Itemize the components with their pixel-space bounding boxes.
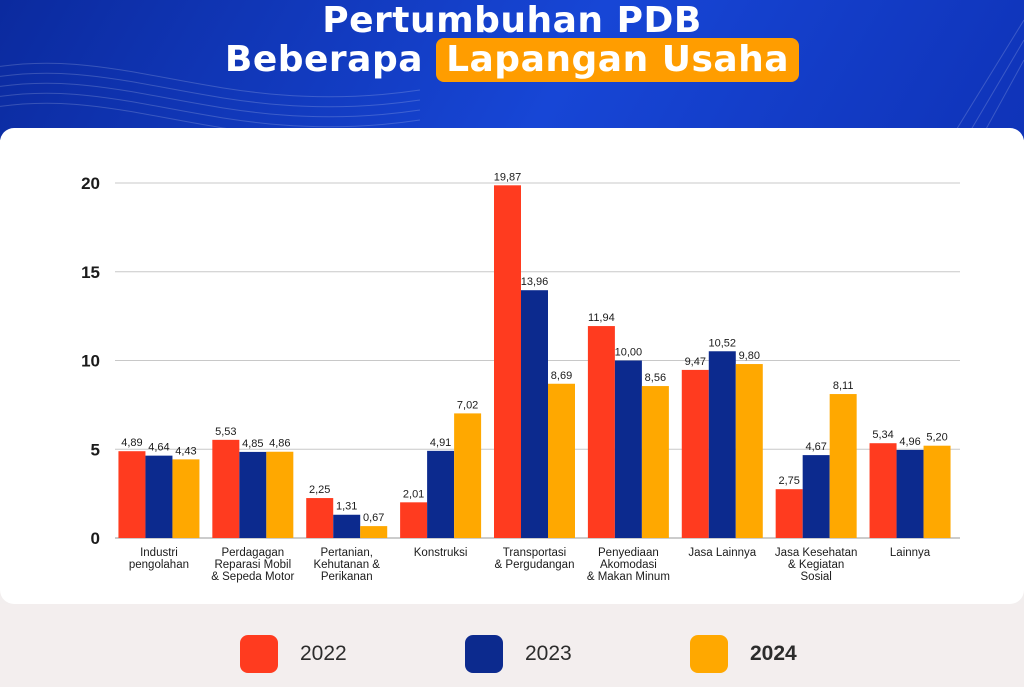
x-tick-label: Transportasi & Pergudangan — [495, 547, 575, 571]
bar-2024 — [641, 386, 669, 538]
data-label-2022: 5,34 — [872, 429, 893, 441]
header-banner: Pertumbuhan PDB Beberapa Lapangan Usaha — [0, 0, 1024, 140]
data-label-2022: 19,87 — [494, 171, 522, 183]
legend-swatch-2023 — [465, 635, 503, 673]
bar-2022 — [869, 443, 897, 538]
data-label-2024: 8,69 — [551, 370, 572, 382]
legend-label-2022: 2022 — [300, 642, 347, 665]
data-label-2022: 4,89 — [121, 437, 142, 449]
bar-2022 — [118, 451, 146, 538]
data-label-2022: 11,94 — [588, 312, 615, 324]
bar-2022 — [587, 326, 615, 538]
y-tick-label: 5 — [91, 440, 100, 459]
bar-2022 — [681, 369, 709, 538]
bar-2023 — [614, 360, 642, 538]
bar-2024 — [454, 413, 482, 538]
y-tick-label: 0 — [91, 529, 100, 548]
data-label-2024: 0,67 — [363, 512, 384, 524]
bar-2024 — [360, 526, 388, 538]
y-tick-label: 15 — [81, 263, 100, 282]
x-tick-label: Industri pengolahan — [129, 547, 189, 571]
data-label-2023: 13,96 — [521, 276, 549, 288]
chart-title-highlight: Lapangan Usaha — [436, 38, 800, 82]
bar-2023 — [802, 455, 830, 538]
y-tick-label: 10 — [81, 352, 100, 371]
data-label-2023: 4,85 — [242, 438, 263, 450]
data-label-2023: 4,91 — [430, 437, 451, 449]
legend-label-2023: 2023 — [525, 642, 572, 665]
legend-item-2022: 2022 — [240, 634, 347, 674]
bar-2024 — [172, 459, 200, 538]
data-label-2023: 1,31 — [336, 501, 357, 513]
bar-2023 — [708, 351, 736, 538]
x-tick-label: Penyediaan Akomodasi & Makan Minum — [587, 547, 670, 583]
bar-2023 — [896, 449, 924, 538]
data-label-2024: 8,11 — [833, 380, 854, 392]
legend-label-2024: 2024 — [750, 642, 797, 665]
chart-title-prefix: Beberapa — [224, 39, 424, 80]
data-label-2024: 8,56 — [645, 372, 666, 384]
bar-2023 — [333, 514, 361, 538]
chart-card: 0 5 10 15 20 4,89 4,64 4,43 Industri pengolahan 5,… — [0, 128, 1024, 604]
bar-2024 — [923, 445, 951, 538]
bar-2022 — [775, 489, 803, 538]
x-tick-label: Pertanian, Kehutanan & Perikanan — [313, 547, 380, 583]
bar-2023 — [239, 451, 267, 538]
bar-2024 — [548, 383, 575, 538]
bar-2023 — [521, 290, 548, 538]
x-tick-label: Jasa Lainnya — [688, 547, 756, 559]
data-label-2022: 5,53 — [215, 426, 236, 438]
legend-item-2023: 2023 — [465, 634, 572, 674]
bar-2024 — [829, 394, 857, 538]
legend-item-2024: 2024 — [690, 634, 797, 674]
bar-2022 — [494, 185, 521, 538]
data-label-2022: 9,47 — [685, 356, 706, 368]
decorative-waves — [0, 19, 1024, 140]
bar-2024 — [266, 451, 294, 538]
data-label-2023: 4,67 — [805, 441, 826, 453]
data-label-2023: 4,64 — [148, 442, 169, 454]
x-tick-label: Konstruksi — [414, 547, 468, 559]
data-label-2024: 4,43 — [175, 445, 196, 457]
chart-title-line1: Pertumbuhan PDB — [322, 0, 702, 41]
data-label-2022: 2,01 — [403, 488, 424, 500]
bar-2023 — [145, 455, 173, 538]
bar-2023 — [427, 450, 455, 538]
bar-2024 — [735, 364, 763, 538]
data-label-2022: 2,75 — [778, 475, 799, 487]
data-label-2022: 2,25 — [309, 484, 330, 496]
data-label-2024: 9,80 — [739, 350, 760, 362]
bar-2022 — [306, 498, 334, 538]
data-label-2024: 5,20 — [926, 432, 947, 444]
chart-title-line2: Beberapa Lapangan Usaha — [0, 38, 1024, 82]
data-label-2024: 7,02 — [457, 399, 478, 411]
legend: 2022 2023 2024 — [0, 604, 1024, 687]
data-label-2023: 10,52 — [709, 337, 737, 349]
bar-2022 — [212, 439, 240, 538]
legend-swatch-2024 — [690, 635, 728, 673]
bar-2022 — [400, 502, 428, 538]
data-label-2023: 4,96 — [899, 436, 920, 448]
y-tick-label: 20 — [81, 174, 100, 193]
x-tick-label: Jasa Kesehatan & Kegiatan Sosial — [775, 547, 857, 583]
bar-chart: 0 5 10 15 20 4,89 4,64 4,43 Industri pengolahan 5,… — [81, 171, 960, 583]
x-tick-label: Lainnya — [890, 547, 931, 559]
data-label-2023: 10,00 — [615, 347, 643, 359]
x-tick-label: Perdagagan Reparasi Mobil & Sepeda Motor — [211, 547, 294, 583]
legend-swatch-2022 — [240, 635, 278, 673]
data-label-2024: 4,86 — [269, 438, 290, 450]
